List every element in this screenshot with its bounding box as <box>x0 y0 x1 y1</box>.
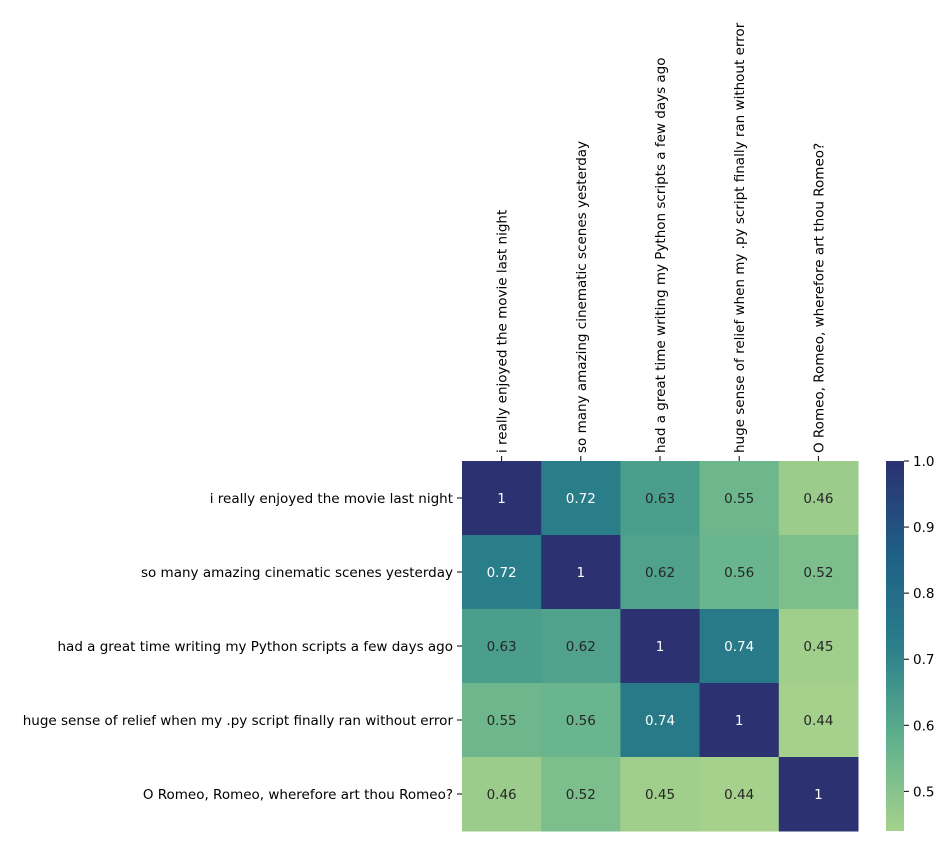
x-tick-label: had a great time writing my Python scrip… <box>653 57 669 453</box>
x-tick-label: i really enjoyed the movie last night <box>495 210 511 453</box>
x-axis-ticks: i really enjoyed the movie last night so … <box>495 22 827 461</box>
heatmap-cell <box>620 757 701 832</box>
cell-value-label: 0.44 <box>803 713 833 729</box>
heatmap-cell <box>541 683 621 758</box>
heatmap-cell <box>462 535 542 610</box>
cell-value-label: 0.45 <box>645 787 675 803</box>
cell-value-label: 0.72 <box>566 491 596 507</box>
cell-value-label: 0.52 <box>803 565 833 581</box>
cell-value-label: 0.52 <box>566 787 596 803</box>
cell-value-label: 0.63 <box>645 491 675 507</box>
y-tick-label: i really enjoyed the movie last night <box>210 491 453 507</box>
cell-value-label: 0.62 <box>566 639 596 655</box>
colorbar-tick-label: 0.8 <box>913 586 934 602</box>
cell-value-label: 0.46 <box>803 491 833 507</box>
heatmap-cells <box>462 461 859 832</box>
heatmap-cell <box>699 461 780 536</box>
y-tick-label: so many amazing cinematic scenes yesterd… <box>141 565 453 581</box>
colorbar-tick-label: 0.7 <box>913 652 934 668</box>
cell-annotations: 1 0.72 0.63 0.55 0.46 0.72 1 0.62 0.56 0.52 0.63 0.… <box>487 491 834 803</box>
heatmap-cell <box>778 461 859 536</box>
colorbar: 0.5 0.6 0.7 0.8 0.9 1.0 <box>886 454 934 831</box>
heatmap-cell <box>699 535 780 610</box>
cell-value-label: 1 <box>577 565 586 581</box>
colorbar-tick-label: 0.6 <box>913 718 934 734</box>
cell-value-label: 0.55 <box>487 713 517 729</box>
cell-value-label: 1 <box>656 639 665 655</box>
cell-value-label: 0.56 <box>724 565 754 581</box>
heatmap-cell <box>462 609 542 684</box>
y-tick-label: had a great time writing my Python scrip… <box>57 639 453 655</box>
y-tick-label: huge sense of relief when my .py script … <box>23 713 454 729</box>
cell-value-label: 1 <box>497 491 506 507</box>
cell-value-label: 0.72 <box>487 565 517 581</box>
colorbar-tick-label: 0.5 <box>913 784 934 800</box>
heatmap-cell <box>620 461 701 536</box>
heatmap-cell <box>620 609 701 684</box>
x-tick-label: so many amazing cinematic scenes yesterd… <box>574 141 590 453</box>
x-tick-label: O Romeo, Romeo, wherefore art thou Romeo… <box>811 143 827 453</box>
heatmap-cell <box>541 609 621 684</box>
colorbar-tick-label: 0.9 <box>913 520 934 536</box>
cell-value-label: 0.46 <box>487 787 517 803</box>
heatmap-cell <box>620 535 701 610</box>
heatmap-cell <box>541 757 621 832</box>
heatmap-cell <box>462 683 542 758</box>
heatmap-cell <box>778 757 859 832</box>
cell-value-label: 0.62 <box>645 565 675 581</box>
cell-value-label: 0.45 <box>803 639 833 655</box>
heatmap-cell <box>778 535 859 610</box>
colorbar-tick-label: 1.0 <box>913 454 934 470</box>
cell-value-label: 1 <box>735 713 744 729</box>
heatmap-cell <box>541 461 621 536</box>
colorbar-gradient <box>886 461 904 831</box>
heatmap-cell <box>778 683 859 758</box>
heatmap-cell <box>778 609 859 684</box>
heatmap-cell <box>462 757 542 832</box>
y-tick-label: O Romeo, Romeo, wherefore art thou Romeo… <box>143 787 453 803</box>
cell-value-label: 0.56 <box>566 713 596 729</box>
heatmap-cell <box>699 757 780 832</box>
cell-value-label: 0.74 <box>724 639 754 655</box>
heatmap-cell <box>699 683 780 758</box>
x-tick-label: huge sense of relief when my .py script … <box>732 22 748 453</box>
cell-value-label: 1 <box>814 787 823 803</box>
cell-value-label: 0.63 <box>487 639 517 655</box>
cell-value-label: 0.55 <box>724 491 754 507</box>
y-axis-ticks: i really enjoyed the movie last night so … <box>23 491 462 803</box>
cell-value-label: 0.74 <box>645 713 675 729</box>
heatmap-cell <box>620 683 701 758</box>
heatmap-cell <box>462 461 542 536</box>
cell-value-label: 0.44 <box>724 787 754 803</box>
heatmap-cell <box>541 535 621 610</box>
heatmap-cell <box>699 609 780 684</box>
